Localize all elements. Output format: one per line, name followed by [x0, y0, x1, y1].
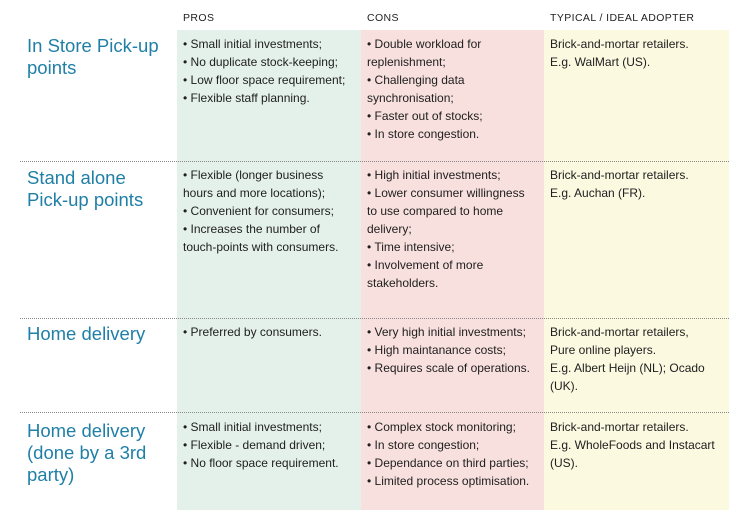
- row1-cons: • Double workload for replenishment; • C…: [367, 37, 483, 141]
- header-cons: CONS: [367, 12, 399, 24]
- row-title-in-store-pickup: In Store Pick-up points: [27, 35, 159, 78]
- row-separator: [20, 412, 729, 413]
- row4-adopter: Brick-and-mortar retailers. E.g. WholeFo…: [550, 420, 715, 470]
- row4-cons: • Complex stock monitoring; • In store c…: [367, 420, 530, 488]
- row3-adopter: Brick-and-mortar retailers, Pure online …: [550, 325, 705, 393]
- row-title-home-delivery-3rd-party: Home delivery (done by a 3rd party): [27, 420, 147, 485]
- row2-pros: • Flexible (longer business hours and mo…: [183, 168, 339, 254]
- row-separator: [20, 318, 729, 319]
- adopter-column-background: [544, 30, 729, 510]
- row1-adopter: Brick-and-mortar retailers. E.g. WalMart…: [550, 37, 689, 69]
- row2-adopter: Brick-and-mortar retailers. E.g. Auchan …: [550, 168, 689, 200]
- row3-cons: • Very high initial investments; • High …: [367, 325, 530, 375]
- pros-column-background: [177, 30, 361, 510]
- row-title-home-delivery: Home delivery: [27, 323, 146, 344]
- header-adopter: TYPICAL / IDEAL ADOPTER: [550, 12, 695, 24]
- row1-pros: • Small initial investments; • No duplic…: [183, 37, 346, 105]
- cons-column-background: [361, 30, 544, 510]
- row4-pros: • Small initial investments; • Flexible …: [183, 420, 339, 470]
- row3-pros: • Preferred by consumers.: [183, 325, 322, 339]
- row-title-stand-alone-pickup: Stand alone Pick-up points: [27, 167, 144, 210]
- row2-cons: • High initial investments; • Lower cons…: [367, 168, 525, 290]
- header-pros: PROS: [183, 12, 215, 24]
- row-separator: [20, 161, 729, 162]
